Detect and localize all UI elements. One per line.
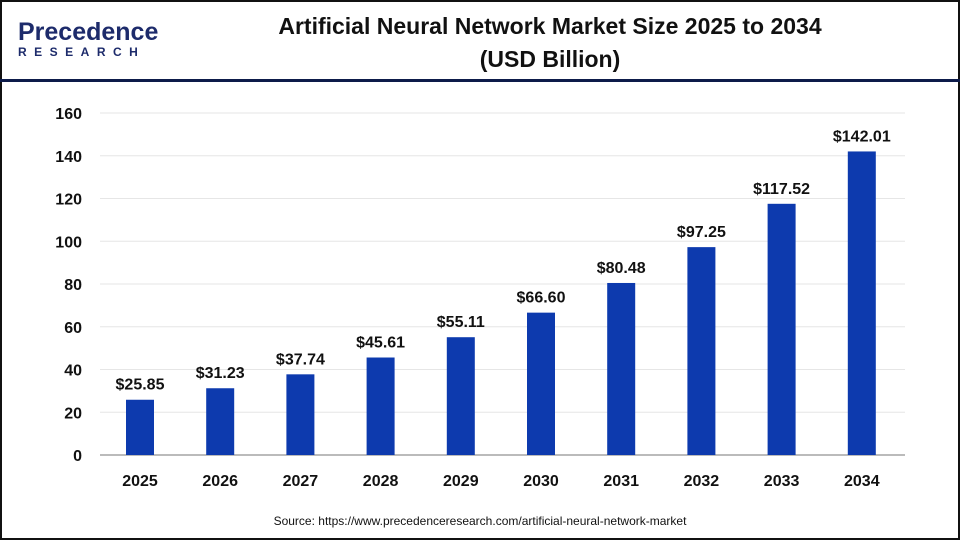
data-label: $37.74	[276, 351, 325, 368]
y-tick-label: 100	[55, 234, 82, 251]
bar	[366, 357, 395, 455]
y-tick-label: 0	[73, 448, 82, 465]
logo-text-top: Precedence	[18, 18, 159, 46]
x-tick-label: 2029	[443, 473, 479, 490]
y-tick-label: 120	[55, 192, 82, 209]
y-tick-label: 140	[55, 149, 82, 166]
data-label: $55.11	[437, 314, 485, 331]
data-label: $31.23	[196, 365, 245, 382]
bar	[767, 203, 796, 455]
y-tick-label: 60	[64, 320, 82, 337]
bar	[446, 337, 475, 455]
x-tick-label: 2026	[202, 473, 238, 490]
bar	[126, 399, 154, 455]
x-tick-label: 2030	[523, 473, 559, 490]
bar	[206, 388, 235, 455]
header-divider	[0, 79, 960, 82]
bar	[607, 282, 636, 455]
y-tick-label: 80	[64, 277, 82, 294]
data-label: $142.01	[833, 128, 891, 145]
bar	[527, 312, 555, 455]
x-tick-label: 2033	[764, 473, 800, 490]
source-note: Source: https://www.precedenceresearch.c…	[273, 514, 687, 528]
x-tick-label: 2027	[283, 473, 319, 490]
y-tick-label: 160	[55, 106, 82, 123]
title-line-2: (USD Billion)	[479, 46, 621, 72]
data-label: $25.85	[116, 377, 165, 394]
bar	[847, 151, 876, 456]
y-tick-label: 20	[64, 405, 82, 422]
x-tick-label: 2031	[603, 473, 639, 490]
data-label: $66.60	[517, 290, 566, 307]
x-tick-label: 2025	[122, 473, 158, 490]
x-tick-label: 2028	[363, 473, 399, 490]
precedence-research-logo: Precedence RESEARCH	[18, 18, 159, 60]
chart-title: Artificial Neural Network Market Size 20…	[200, 10, 900, 76]
bar	[687, 247, 716, 455]
title-line-1: Artificial Neural Network Market Size 20…	[278, 13, 822, 39]
x-tick-label: 2034	[844, 473, 880, 490]
data-label: $45.61	[356, 335, 405, 352]
logo-text-bottom: RESEARCH	[18, 45, 146, 59]
data-label: $117.52	[753, 181, 810, 198]
data-label: $97.25	[677, 224, 726, 241]
y-tick-label: 40	[64, 363, 82, 380]
x-tick-label: 2032	[684, 473, 720, 490]
data-label: $80.48	[597, 260, 646, 277]
bar	[286, 374, 315, 455]
